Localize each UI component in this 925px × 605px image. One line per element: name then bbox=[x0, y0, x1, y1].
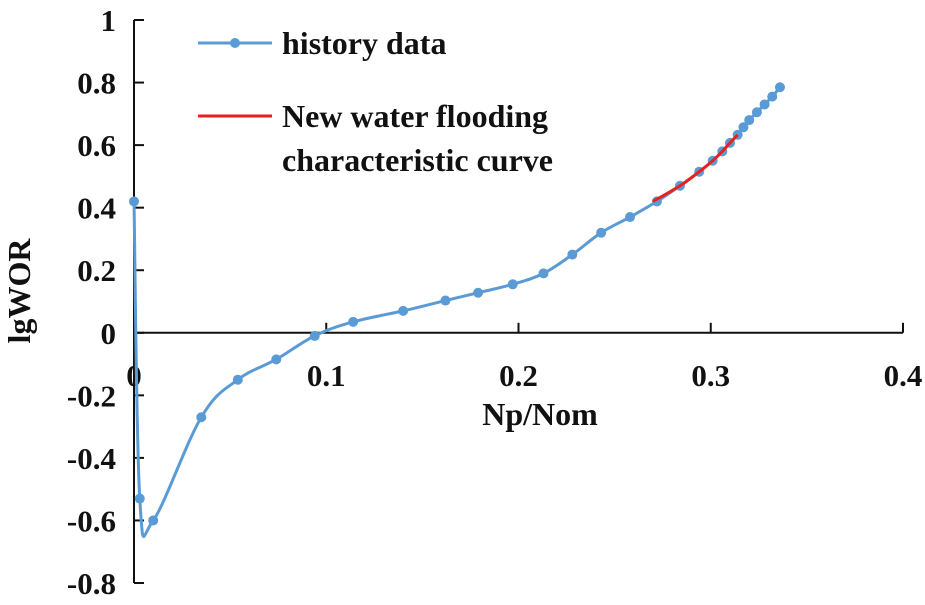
y-tick-label: -0.4 bbox=[67, 441, 116, 476]
series-line-new-curve bbox=[652, 133, 739, 203]
y-tick-label: 0.8 bbox=[77, 66, 116, 101]
data-point-history-data bbox=[309, 330, 320, 341]
x-tick-label: 0.1 bbox=[307, 358, 346, 393]
data-point-history-data bbox=[232, 374, 243, 385]
x-tick-label: 0.3 bbox=[691, 358, 730, 393]
data-point-history-data bbox=[440, 295, 451, 306]
legend-label-history: history data bbox=[282, 25, 446, 61]
series-layer bbox=[129, 82, 785, 539]
y-tick-label: 0 bbox=[101, 316, 117, 351]
data-point-history-data bbox=[148, 515, 159, 526]
x-axis-title: Np/Nom bbox=[482, 396, 598, 432]
y-axis-title: lgWOR bbox=[1, 238, 37, 344]
y-tick-label: 1 bbox=[101, 3, 117, 38]
data-point-history-data bbox=[774, 82, 785, 93]
data-point-history-data bbox=[196, 412, 207, 423]
data-point-history-data bbox=[473, 287, 484, 298]
x-tick-label: 0.2 bbox=[499, 358, 538, 393]
y-tick-label: 0.4 bbox=[77, 191, 116, 226]
data-point-history-data bbox=[744, 115, 755, 126]
data-point-history-data bbox=[751, 107, 762, 118]
data-point-history-data bbox=[567, 249, 578, 260]
legend-label-new-curve-line-2: characteristic curve bbox=[282, 142, 553, 178]
data-point-history-data bbox=[625, 212, 636, 223]
y-tick-label: -0.2 bbox=[67, 378, 116, 413]
x-tick-label: 0 bbox=[126, 358, 142, 393]
y-tick-label: 0.2 bbox=[77, 253, 116, 288]
data-point-history-data bbox=[129, 196, 139, 207]
y-tick-label: -0.8 bbox=[67, 566, 116, 601]
data-point-history-data bbox=[596, 227, 607, 238]
data-point-history-data bbox=[507, 279, 518, 290]
axes: 1 0.8 0.6 0.4 0.2 0 -0.2 -0.4 -0.6 -0.8 0 0.1 0.2 0.3… bbox=[67, 3, 922, 601]
data-point-history-data bbox=[348, 316, 359, 327]
data-point-history-data bbox=[398, 305, 409, 316]
legend: history data New water flooding characte… bbox=[198, 25, 553, 178]
data-point-history-data bbox=[759, 99, 770, 110]
data-point-history-data bbox=[538, 268, 549, 279]
legend-label-new-curve-line-1: New water flooding bbox=[282, 98, 548, 134]
legend-marker-history bbox=[230, 38, 240, 48]
data-point-history-data bbox=[134, 493, 145, 504]
x-tick-label: 0.4 bbox=[884, 358, 923, 393]
data-point-history-data bbox=[738, 122, 749, 133]
y-tick-label: 0.6 bbox=[77, 128, 116, 163]
data-point-history-data bbox=[271, 354, 282, 365]
data-point-history-data bbox=[767, 91, 778, 102]
y-tick-label: -0.6 bbox=[67, 503, 116, 538]
